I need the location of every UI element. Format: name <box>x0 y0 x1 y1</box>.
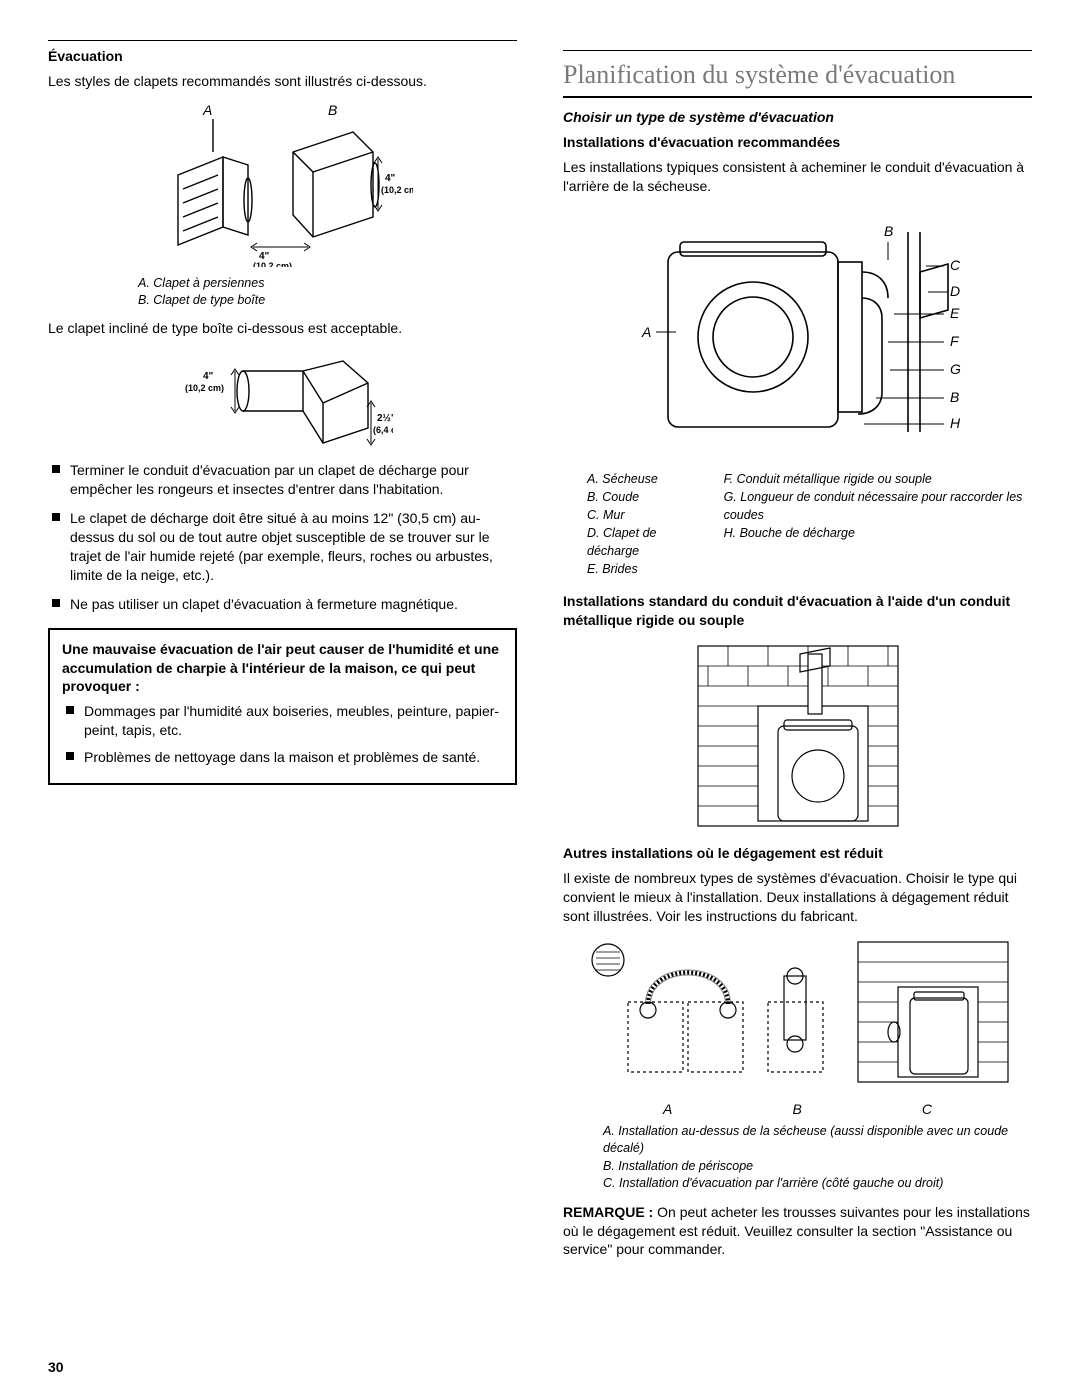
fig1-label-a: A <box>202 102 212 118</box>
left-intro: Les styles de clapets recommandés sont i… <box>48 72 517 91</box>
right-column: Planification du système d'évacuation Ch… <box>563 40 1032 1265</box>
sub4: Autres installations où le dégagement es… <box>563 844 1032 863</box>
svg-text:B: B <box>884 223 893 239</box>
sub1: Choisir un type de système d'évacuation <box>563 108 1032 127</box>
fig2-dim1: 4" <box>203 371 214 382</box>
fig1-dim1: 4" <box>385 173 396 184</box>
figure-brick-install <box>563 636 1032 836</box>
fig1-dim1b: (10,2 cm) <box>381 185 413 195</box>
figure-dryer-system: A B C D E F G B H <box>563 202 1032 462</box>
right-para1: Les installations typiques consistent à … <box>563 158 1032 196</box>
svg-text:E: E <box>950 305 960 321</box>
heading-evacuation: Évacuation <box>48 47 517 66</box>
fig1-label-b: B <box>328 102 337 118</box>
fig2-dim2: 2½" <box>377 413 393 424</box>
fig2-dim2b: (6,4 cm) <box>373 425 393 435</box>
svg-text:G: G <box>950 361 961 377</box>
fig2-dim1b: (10,2 cm) <box>185 383 224 393</box>
figure-three-options <box>563 932 1032 1092</box>
page-number: 30 <box>48 1358 64 1377</box>
left-bullets: Terminer le conduit d'évacuation par un … <box>48 461 517 613</box>
svg-text:D: D <box>950 283 960 299</box>
section-title: Planification du système d'évacuation <box>563 57 1032 92</box>
note: REMARQUE : On peut acheter les trousses … <box>563 1203 1032 1260</box>
abc-labels: A B C <box>603 1100 992 1119</box>
left-column: Évacuation Les styles de clapets recomma… <box>48 40 517 1265</box>
right-para2: Il existe de nombreux types de systèmes … <box>563 869 1032 926</box>
left-para2: Le clapet incliné de type boîte ci-desso… <box>48 319 517 338</box>
fig1-caption: A. Clapet à persiennes B. Clapet de type… <box>138 275 517 309</box>
svg-text:B: B <box>950 389 959 405</box>
sub3: Installations standard du conduit d'évac… <box>563 592 1032 630</box>
svg-text:(10,2 cm): (10,2 cm) <box>253 261 292 267</box>
legend: A. Sécheuse B. Coude C. Mur D. Clapet de… <box>587 470 1032 579</box>
svg-text:C: C <box>950 257 961 273</box>
abc-caption: A. Installation au-dessus de la sécheuse… <box>603 1123 1032 1193</box>
sub2: Installations d'évacuation recommandées <box>563 133 1032 152</box>
svg-text:H: H <box>950 415 961 431</box>
warning-box: Une mauvaise évacuation de l'air peut ca… <box>48 628 517 785</box>
figure-hoods: A B 4" (10,2 cm) <box>48 97 517 267</box>
svg-text:A: A <box>641 324 651 340</box>
figure-angled-hood: 4" (10,2 cm) 2½" (6,4 cm) <box>48 343 517 453</box>
svg-text:F: F <box>950 333 960 349</box>
